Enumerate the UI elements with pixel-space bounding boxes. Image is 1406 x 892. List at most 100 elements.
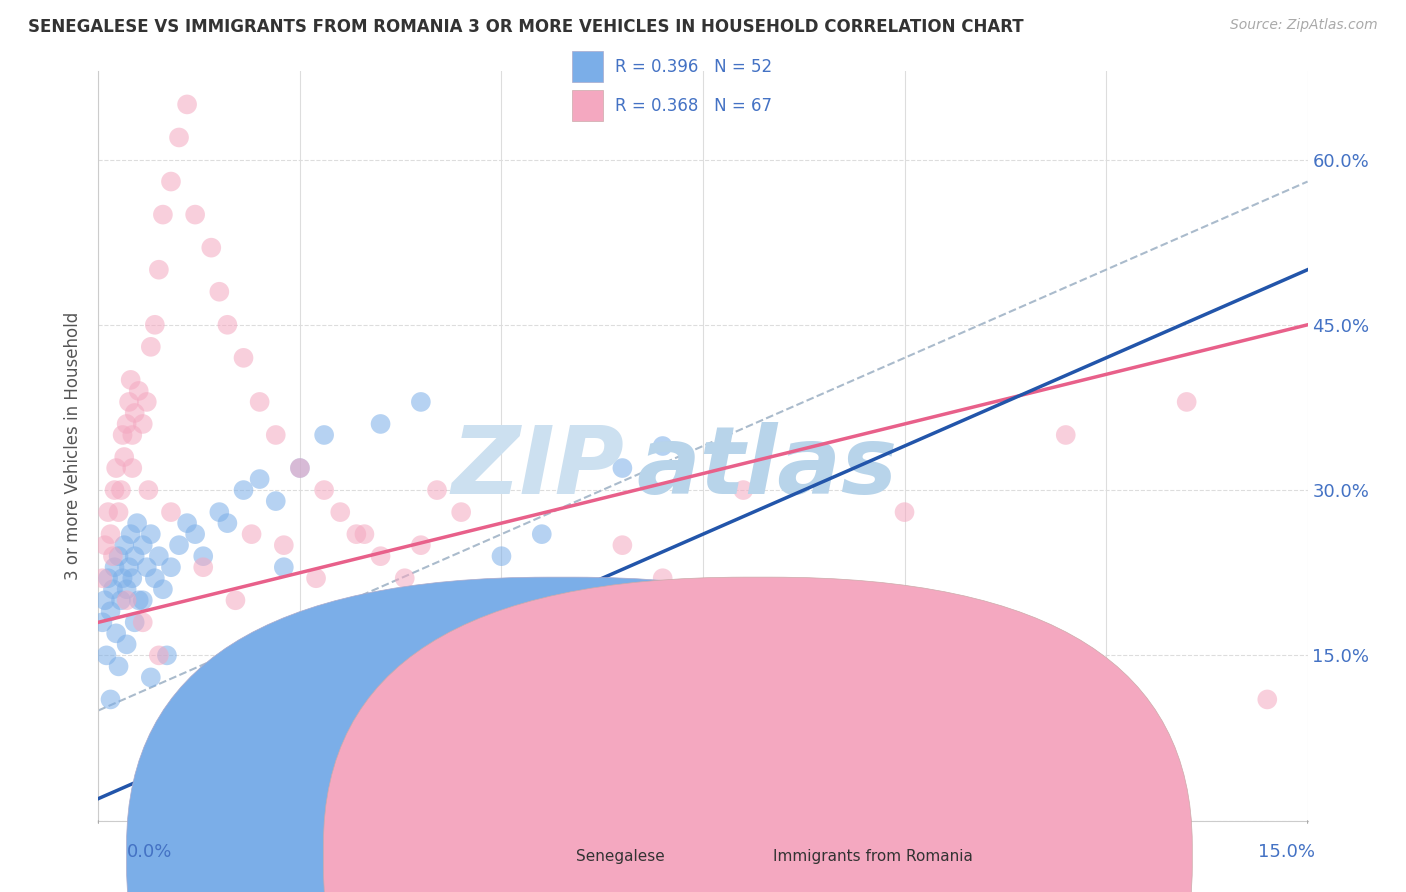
Point — [120, 373, 142, 387]
Point — [813, 681, 835, 696]
Point — [491, 648, 513, 663]
Point — [143, 318, 166, 332]
Point — [329, 505, 352, 519]
Point — [148, 549, 170, 564]
Point — [314, 428, 336, 442]
Text: R = 0.368   N = 67: R = 0.368 N = 67 — [614, 96, 772, 114]
Text: SENEGALESE VS IMMIGRANTS FROM ROMANIA 3 OR MORE VEHICLES IN HOUSEHOLD CORRELATIO: SENEGALESE VS IMMIGRANTS FROM ROMANIA 3 … — [28, 18, 1024, 36]
Point — [139, 527, 162, 541]
Point — [132, 417, 155, 431]
Point — [148, 262, 170, 277]
Point — [184, 527, 207, 541]
Point — [249, 395, 271, 409]
Point — [97, 571, 120, 585]
Point — [118, 395, 141, 409]
Point — [249, 472, 271, 486]
Point — [264, 494, 287, 508]
Text: atlas: atlas — [637, 423, 898, 515]
Point — [288, 461, 311, 475]
Point — [121, 571, 143, 585]
Point — [121, 428, 143, 442]
Text: Senegalese: Senegalese — [576, 849, 665, 863]
Point — [110, 483, 132, 497]
Point — [112, 538, 135, 552]
Point — [127, 516, 149, 530]
Point — [107, 549, 129, 564]
Point — [100, 527, 122, 541]
Point — [1175, 395, 1198, 409]
Point — [132, 615, 155, 630]
Point — [94, 593, 117, 607]
Point — [193, 560, 215, 574]
Point — [121, 461, 143, 475]
Point — [370, 549, 392, 564]
Point — [184, 208, 207, 222]
Point — [120, 527, 142, 541]
Bar — [572, 90, 603, 120]
Point — [1256, 692, 1278, 706]
Point — [103, 560, 125, 574]
Point — [733, 483, 755, 497]
Text: ZIP: ZIP — [451, 423, 624, 515]
Text: Immigrants from Romania: Immigrants from Romania — [773, 849, 973, 863]
Point — [344, 527, 367, 541]
Point — [135, 395, 157, 409]
Point — [273, 538, 295, 552]
Point — [143, 571, 166, 585]
Point — [232, 351, 254, 365]
Point — [135, 560, 157, 574]
Point — [124, 615, 146, 630]
Point — [409, 538, 432, 552]
Point — [426, 483, 449, 497]
Point — [571, 703, 593, 717]
Point — [132, 538, 155, 552]
Point — [160, 175, 183, 189]
Point — [264, 428, 287, 442]
Point — [152, 208, 174, 222]
Point — [105, 461, 128, 475]
Y-axis label: 3 or more Vehicles in Household: 3 or more Vehicles in Household — [65, 312, 83, 580]
Point — [176, 97, 198, 112]
Text: 0.0%: 0.0% — [127, 843, 172, 861]
Point — [101, 549, 124, 564]
Point — [160, 505, 183, 519]
Point — [156, 648, 179, 663]
Point — [530, 615, 553, 630]
Point — [176, 516, 198, 530]
Point — [160, 560, 183, 574]
Point — [530, 527, 553, 541]
Point — [91, 571, 114, 585]
Bar — [572, 52, 603, 82]
Point — [111, 571, 134, 585]
Point — [94, 538, 117, 552]
Point — [893, 505, 915, 519]
Point — [692, 681, 714, 696]
Point — [200, 241, 222, 255]
Point — [115, 582, 138, 597]
Point — [208, 285, 231, 299]
Point — [232, 483, 254, 497]
Point — [115, 637, 138, 651]
Point — [152, 582, 174, 597]
Point — [288, 461, 311, 475]
Point — [128, 384, 150, 398]
Point — [612, 538, 634, 552]
Point — [148, 648, 170, 663]
Point — [91, 615, 114, 630]
Point — [491, 549, 513, 564]
Text: 15.0%: 15.0% — [1257, 843, 1315, 861]
Point — [115, 417, 138, 431]
Point — [103, 483, 125, 497]
Point — [1054, 428, 1077, 442]
Point — [370, 417, 392, 431]
Point — [167, 538, 190, 552]
Point — [100, 604, 122, 618]
Point — [97, 505, 120, 519]
Point — [101, 582, 124, 597]
Point — [217, 516, 239, 530]
Text: Source: ZipAtlas.com: Source: ZipAtlas.com — [1230, 18, 1378, 32]
Point — [100, 692, 122, 706]
Point — [409, 395, 432, 409]
Point — [138, 483, 160, 497]
Point — [107, 505, 129, 519]
